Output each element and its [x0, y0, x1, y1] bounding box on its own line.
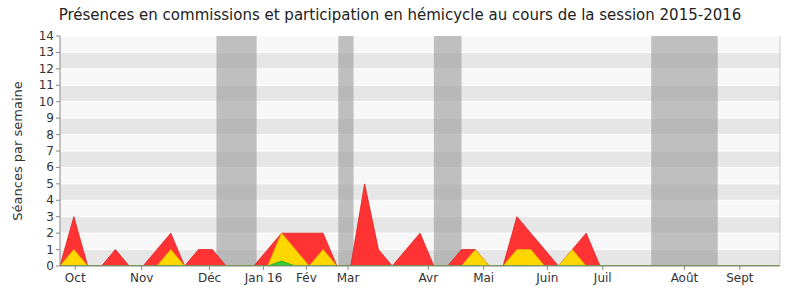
title: Présences en commissions et participatio… [59, 6, 742, 24]
x-tick-label: Mar [337, 271, 360, 285]
x-tick-label: Avr [419, 271, 439, 285]
x-tick [141, 266, 142, 270]
y-tick-label: 4 [46, 193, 54, 207]
vacation-band [434, 36, 462, 266]
x-tick [263, 266, 264, 270]
x-tick [209, 266, 210, 270]
y-tick [56, 151, 60, 152]
x-tick-label: Fév [296, 271, 317, 285]
x-tick-label: Mai [473, 271, 494, 285]
x-axis [60, 266, 780, 267]
y-tick-label: 9 [46, 111, 54, 125]
y-tick-label: 2 [46, 226, 54, 240]
y-tick [56, 233, 60, 234]
x-tick-label: Jan 16 [244, 271, 283, 285]
y-tick [56, 85, 60, 86]
x-tick [684, 266, 685, 270]
x-tick [547, 266, 548, 270]
x-tick [306, 266, 307, 270]
x-tick [602, 266, 603, 270]
x-tick [428, 266, 429, 270]
y-tick [56, 134, 60, 135]
y-tick-label: 13 [39, 45, 54, 59]
y-tick-label: 7 [46, 144, 54, 158]
plot-frame [780, 36, 781, 266]
y-tick-label: 1 [46, 243, 54, 257]
y-tick-label: 0 [46, 259, 54, 273]
area-series [60, 184, 780, 266]
x-tick-label: Sept [726, 271, 754, 285]
y-tick [56, 101, 60, 102]
vacation-band [651, 36, 717, 266]
x-tick-label: Nov [130, 271, 153, 285]
x-tick-label: Août [671, 271, 699, 285]
y-tick-label: 12 [39, 62, 54, 76]
x-tick [483, 266, 484, 270]
y-tick-label: 8 [46, 128, 54, 142]
y-tick [56, 200, 60, 201]
y-tick [56, 249, 60, 250]
chart: 01234567891011121314OctNovDécJan 16FévMa… [0, 0, 800, 300]
x-tick [348, 266, 349, 270]
y-tick [56, 36, 60, 37]
y-tick [56, 167, 60, 168]
x-tick [739, 266, 740, 270]
area-series [60, 261, 780, 266]
x-tick-label: Juin [535, 271, 558, 285]
background [0, 0, 800, 300]
y-tick [56, 68, 60, 69]
y-tick-label: 5 [46, 177, 54, 191]
vacation-band [338, 36, 353, 266]
y-tick-label: 6 [46, 160, 54, 174]
area-series [60, 233, 780, 266]
y-tick-label: 14 [39, 29, 54, 43]
x-tick [75, 266, 76, 270]
x-tick-label: Déc [198, 271, 221, 285]
y-tick [56, 266, 60, 267]
y-tick [56, 118, 60, 119]
x-tick-label: Oct [65, 271, 86, 285]
y-tick [56, 52, 60, 53]
y-tick [56, 183, 60, 184]
y-axis-label: Séances par semaine [10, 81, 25, 220]
y-tick [56, 216, 60, 217]
plot-area [60, 36, 780, 266]
y-tick-label: 3 [46, 210, 54, 224]
vacation-band [216, 36, 256, 266]
x-tick-label: Juil [593, 271, 612, 285]
y-tick-label: 10 [39, 95, 54, 109]
y-tick-label: 11 [39, 78, 54, 92]
grid-line [60, 266, 780, 267]
